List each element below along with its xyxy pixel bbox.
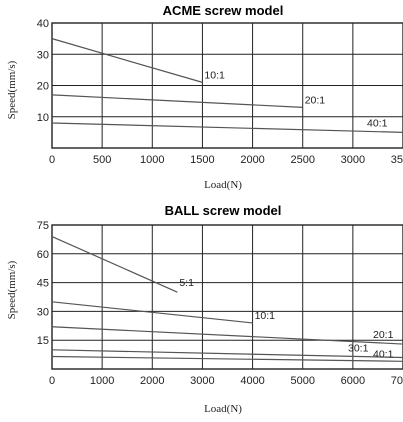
ball-series-5-to-1-label: 5:1 bbox=[179, 277, 194, 289]
ball-chart-title: BALL screw model bbox=[165, 203, 282, 218]
ball-y-tick-label: 45 bbox=[37, 278, 49, 290]
acme-x-tick-label: 1500 bbox=[190, 154, 214, 166]
ball-x-tick-label: 3000 bbox=[190, 375, 214, 387]
acme-x-tick-label: 2000 bbox=[240, 154, 264, 166]
acme-series-20-to-1-label: 20:1 bbox=[305, 94, 326, 106]
ball-y-tick-label: 15 bbox=[37, 335, 49, 347]
ball-y-tick-label: 60 bbox=[37, 249, 49, 261]
ball-x-tick-label: 0 bbox=[49, 375, 55, 387]
ball-series-40-to-1-line bbox=[51, 355, 403, 362]
acme-x-tick-label: 3000 bbox=[341, 154, 365, 166]
ball-plot-frame bbox=[51, 224, 403, 370]
ball-x-tick-label: 6000 bbox=[341, 375, 365, 387]
ball-series-40-to-1-label: 40:1 bbox=[373, 348, 394, 360]
ball-x-tick-label: 2000 bbox=[140, 375, 164, 387]
ball-series-30-to-1-label: 30:1 bbox=[348, 342, 369, 354]
ball-series-5-to-1-line bbox=[51, 235, 178, 293]
acme-chart: ACME screw model 0 500 1000 1500 2000 2500 300… bbox=[6, 3, 403, 191]
ball-x-tick-label: 7000 bbox=[391, 375, 403, 387]
acme-chart-title: ACME screw model bbox=[163, 3, 284, 18]
ball-x-tick-label: 5000 bbox=[290, 375, 314, 387]
acme-x-axis-label: Load(N) bbox=[204, 179, 242, 191]
ball-series-20-to-1-line bbox=[51, 326, 403, 345]
acme-x-tick-label: 3500 bbox=[391, 154, 403, 166]
acme-y-tick-label: 40 bbox=[37, 18, 49, 30]
acme-series-20-to-1-line bbox=[51, 94, 303, 108]
acme-series-10-to-1-label: 10:1 bbox=[204, 69, 225, 81]
acme-series-40-to-1-label: 40:1 bbox=[367, 117, 388, 129]
ball-series-30-to-1-line bbox=[51, 349, 403, 359]
ball-series-20-to-1-label: 20:1 bbox=[373, 329, 394, 341]
ball-y-axis-label: Speed(mm/s) bbox=[6, 260, 18, 319]
acme-series-10-to-1-line bbox=[51, 38, 203, 83]
ball-chart: BALL screw model 0 1000 2000 3000 4000 5000 60… bbox=[6, 203, 403, 415]
acme-x-tick-label: 1000 bbox=[140, 154, 164, 166]
ball-series-10-to-1-label: 10:1 bbox=[255, 310, 276, 322]
acme-y-tick-label: 30 bbox=[37, 49, 49, 61]
acme-x-tick-label: 2500 bbox=[290, 154, 314, 166]
ball-x-tick-label: 4000 bbox=[240, 375, 264, 387]
ball-series-10-to-1-line bbox=[51, 301, 253, 324]
acme-y-axis-label: Speed(mm/s) bbox=[6, 60, 18, 119]
acme-x-tick-label: 500 bbox=[93, 154, 111, 166]
acme-x-tick-label: 0 bbox=[49, 154, 55, 166]
acme-y-tick-label: 10 bbox=[37, 112, 49, 124]
ball-y-tick-label: 30 bbox=[37, 306, 49, 318]
ball-y-tick-label: 75 bbox=[37, 220, 49, 232]
acme-series-40-to-1-line bbox=[51, 122, 403, 133]
ball-x-tick-label: 1000 bbox=[90, 375, 114, 387]
acme-y-tick-label: 20 bbox=[37, 81, 49, 93]
ball-x-axis-label: Load(N) bbox=[204, 403, 242, 415]
